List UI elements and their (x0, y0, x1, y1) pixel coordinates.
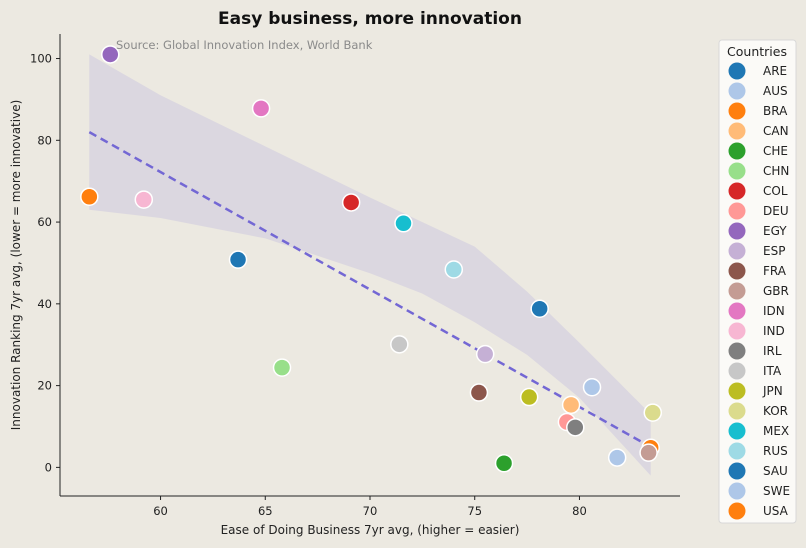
data-point (134, 190, 154, 209)
y-tick-label: 60 (37, 215, 52, 229)
legend-label: SAU (763, 464, 788, 478)
y-tick-label: 0 (45, 460, 52, 474)
legend-marker (728, 162, 746, 180)
points-layer (80, 45, 663, 473)
legend-label: ESP (763, 244, 785, 258)
x-ticks: 60 65 70 75 80 (153, 496, 587, 518)
data-point (341, 193, 361, 212)
source-note: Source: Global Innovation Index, World B… (116, 38, 373, 52)
y-tick-label: 100 (30, 52, 52, 66)
trendline (88, 131, 652, 449)
legend-marker (728, 442, 746, 460)
legend-marker (728, 282, 746, 300)
legend-marker (728, 262, 746, 280)
legend-items: ARE AUS BRA CAN CHE CHN COL DEU EGY ESP FRA GBR IDN I… (728, 62, 790, 520)
x-tick-label: 65 (258, 504, 273, 518)
legend-label: USA (763, 504, 789, 518)
data-point (530, 299, 549, 318)
legend-box (718, 39, 797, 524)
data-point (519, 387, 539, 407)
legend-marker (728, 222, 746, 240)
data-point (390, 335, 409, 354)
y-tick-label: 20 (37, 379, 52, 393)
legend-label: MEX (763, 424, 789, 438)
data-point (582, 377, 602, 397)
legend-label: DEU (763, 204, 789, 218)
legend-label: BRA (763, 104, 788, 118)
trendline-layer (88, 131, 652, 449)
data-point (228, 250, 248, 269)
data-point (394, 214, 413, 233)
legend-marker (728, 302, 746, 320)
y-ticks: 0 20 40 60 80 100 (30, 52, 60, 474)
x-tick-label: 60 (153, 504, 168, 518)
data-point (494, 454, 514, 473)
legend-marker (728, 482, 746, 500)
chart-title: Easy business, more innovation (218, 9, 522, 29)
data-point (643, 403, 663, 422)
legend-label: CHN (763, 164, 789, 178)
y-tick-label: 40 (37, 297, 52, 311)
legend-label: ARE (763, 64, 787, 78)
legend-label: RUS (763, 444, 788, 458)
legend-label: IDN (763, 304, 785, 318)
legend-marker (728, 122, 746, 140)
data-point (561, 395, 581, 415)
legend-marker (728, 142, 746, 160)
legend-marker (728, 102, 746, 120)
legend-title: Countries (727, 44, 787, 59)
legend-marker (728, 422, 746, 440)
legend-marker (728, 402, 746, 420)
legend-marker (728, 242, 746, 260)
legend-label: SWE (763, 484, 790, 498)
legend-marker (728, 182, 746, 200)
legend-marker (728, 502, 746, 520)
legend-marker (728, 82, 746, 100)
data-point (251, 99, 271, 118)
legend-label: EGY (763, 224, 787, 238)
legend-label: JPN (762, 384, 783, 398)
x-tick-label: 75 (467, 504, 482, 518)
legend: Countries ARE AUS BRA CAN CHE CHN COL DEU EGY ESP… (718, 39, 797, 524)
legend-label: IND (763, 324, 785, 338)
data-point (566, 418, 585, 437)
legend-label: GBR (763, 284, 789, 298)
legend-label: IRL (763, 344, 782, 358)
data-point (80, 187, 99, 206)
data-point (469, 383, 489, 402)
legend-label: COL (763, 184, 788, 198)
legend-label: FRA (763, 264, 787, 278)
data-point (607, 448, 627, 467)
legend-label: CHE (763, 144, 788, 158)
data-point (101, 45, 120, 64)
y-tick-label: 80 (37, 133, 52, 147)
x-axis-label: Ease of Doing Business 7yr avg, (higher … (221, 523, 520, 537)
legend-label: ITA (763, 364, 782, 378)
x-tick-label: 70 (363, 504, 378, 518)
legend-marker (728, 382, 746, 400)
confidence-band-layer (89, 54, 651, 476)
legend-marker (728, 62, 746, 80)
data-point (475, 344, 495, 364)
legend-label: CAN (763, 124, 789, 138)
legend-marker (728, 362, 746, 380)
data-point (639, 443, 658, 462)
legend-label: KOR (763, 404, 788, 418)
data-point (272, 358, 292, 377)
legend-label: AUS (763, 84, 788, 98)
x-tick-label: 80 (572, 504, 587, 518)
legend-marker (728, 202, 746, 220)
legend-marker (728, 462, 746, 480)
y-axis-label: Innovation Ranking 7yr avg, (lower = mor… (9, 100, 23, 431)
data-point (444, 260, 464, 279)
confidence-band (89, 54, 651, 476)
legend-marker (728, 342, 746, 360)
legend-marker (728, 322, 746, 340)
